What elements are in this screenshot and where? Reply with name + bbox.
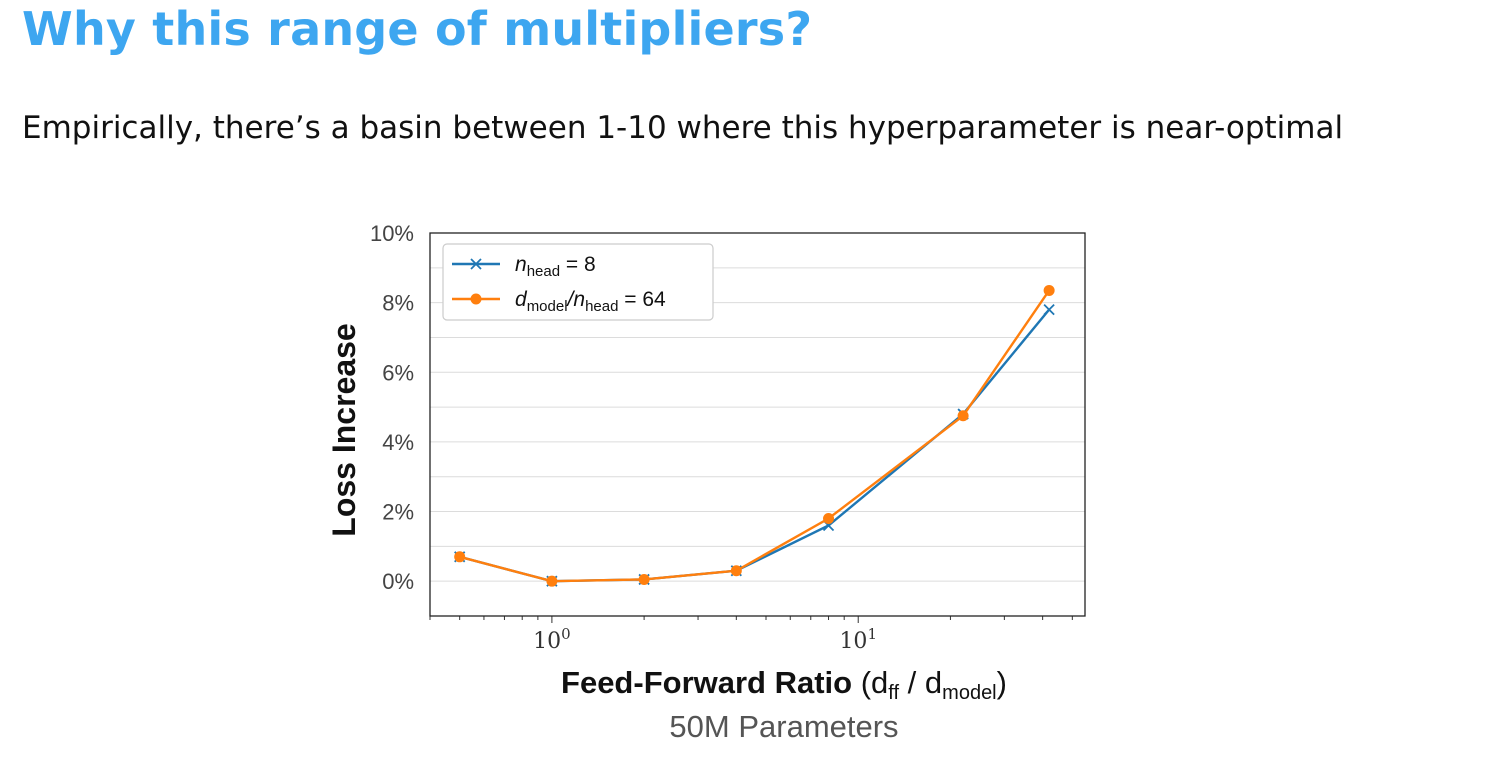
legend-marker bbox=[470, 293, 482, 305]
x-axis-ticks: 100 101 bbox=[429, 616, 1073, 654]
data-point bbox=[823, 513, 835, 525]
series-line bbox=[459, 308, 1051, 583]
y-tick-label: 6% bbox=[382, 360, 414, 385]
y-axis-ticks: 10% 8% 6% 4% 2% 0% bbox=[370, 221, 414, 594]
data-point bbox=[957, 410, 969, 422]
data-point bbox=[1043, 284, 1055, 296]
y-axis-label: Loss Increase bbox=[326, 323, 362, 536]
legend: nhead = 8 dmodel/nhead = 64 bbox=[442, 243, 714, 321]
x-tick-label: 101 bbox=[839, 625, 877, 654]
series-1 bbox=[454, 284, 1055, 587]
data-point bbox=[1043, 303, 1055, 316]
x-axis-label-sub2: model bbox=[942, 682, 996, 704]
data-point bbox=[546, 575, 558, 587]
legend-label: nhead = 8 bbox=[515, 253, 596, 280]
legend-box bbox=[442, 243, 714, 321]
series-lines bbox=[454, 284, 1055, 587]
slide-subtitle: Empirically, there’s a basin between 1-1… bbox=[22, 110, 1344, 146]
x-axis-label-mid: / d bbox=[899, 665, 942, 700]
x-tick-label: 100 bbox=[533, 625, 571, 654]
plot-frame bbox=[429, 232, 1086, 617]
legend-item-0: nhead = 8 bbox=[452, 253, 596, 280]
data-point bbox=[454, 551, 466, 563]
y-tick-label: 0% bbox=[382, 569, 414, 594]
x-axis-label-open: (d bbox=[852, 665, 888, 700]
data-point bbox=[730, 565, 742, 577]
x-axis-label-close: ) bbox=[997, 665, 1007, 700]
series-line bbox=[459, 289, 1051, 583]
y-tick-label: 4% bbox=[382, 430, 414, 455]
legend-item-1: dmodel/nhead = 64 bbox=[452, 288, 666, 315]
x-axis-label: Feed-Forward Ratio (dff / dmodel) bbox=[561, 665, 1007, 704]
legend-label: dmodel/nhead = 64 bbox=[515, 288, 666, 315]
slide-title: Why this range of multipliers? bbox=[22, 2, 813, 56]
x-axis-label-sub1: ff bbox=[888, 682, 899, 704]
chart-caption: 50M Parameters bbox=[669, 709, 898, 744]
x-axis-label-bold: Feed-Forward Ratio bbox=[561, 665, 852, 700]
y-tick-label: 10% bbox=[370, 221, 414, 246]
series-0 bbox=[454, 303, 1055, 587]
y-tick-label: 8% bbox=[382, 291, 414, 316]
data-point bbox=[638, 573, 650, 585]
y-tick-label: 2% bbox=[382, 500, 414, 525]
